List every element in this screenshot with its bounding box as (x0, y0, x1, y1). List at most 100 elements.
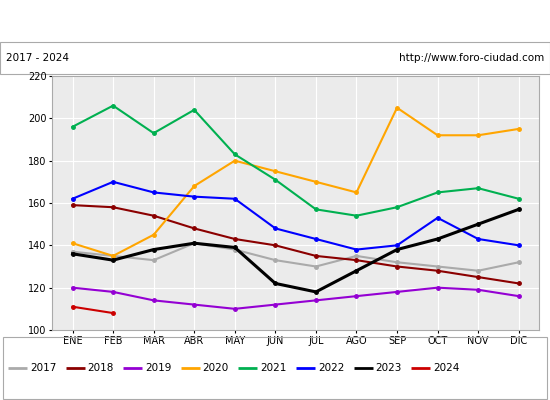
Text: 2017: 2017 (30, 363, 56, 373)
2021 (150, 131, 157, 136)
2021 (69, 124, 76, 129)
2024 (69, 304, 76, 309)
2017 (69, 249, 76, 254)
Text: 2020: 2020 (202, 363, 229, 373)
2019 (475, 287, 481, 292)
2020 (312, 180, 319, 184)
2023 (394, 247, 400, 252)
Text: http://www.foro-ciudad.com: http://www.foro-ciudad.com (399, 53, 544, 63)
2019 (191, 302, 197, 307)
2017 (475, 268, 481, 273)
2023 (272, 281, 279, 286)
2020 (150, 232, 157, 237)
2023 (312, 290, 319, 294)
2021 (110, 103, 117, 108)
2023 (150, 247, 157, 252)
2018 (515, 281, 522, 286)
Text: 2021: 2021 (260, 363, 287, 373)
2020 (515, 126, 522, 131)
2020 (394, 105, 400, 110)
2022 (69, 196, 76, 201)
2018 (150, 213, 157, 218)
2017 (312, 264, 319, 269)
2019 (232, 306, 238, 311)
2021 (232, 152, 238, 157)
2020 (69, 241, 76, 246)
2018 (353, 258, 360, 262)
Line: 2018: 2018 (71, 203, 520, 285)
Line: 2020: 2020 (71, 106, 520, 258)
2022 (475, 236, 481, 241)
2017 (353, 254, 360, 258)
2022 (312, 236, 319, 241)
2023 (515, 207, 522, 212)
2020 (232, 158, 238, 163)
2023 (475, 222, 481, 226)
2023 (191, 241, 197, 246)
Text: 2023: 2023 (375, 363, 402, 373)
2018 (394, 264, 400, 269)
Text: 2017 - 2024: 2017 - 2024 (6, 53, 69, 63)
2023 (353, 268, 360, 273)
2022 (434, 216, 441, 220)
2023 (69, 252, 76, 256)
2021 (272, 177, 279, 182)
2017 (232, 247, 238, 252)
2018 (312, 254, 319, 258)
2018 (69, 203, 76, 208)
2022 (110, 180, 117, 184)
2020 (353, 190, 360, 195)
2017 (150, 258, 157, 262)
2017 (515, 260, 522, 265)
Line: 2017: 2017 (71, 242, 520, 272)
2020 (191, 184, 197, 188)
2018 (110, 205, 117, 210)
2020 (110, 254, 117, 258)
Text: 2024: 2024 (433, 363, 459, 373)
Line: 2024: 2024 (71, 305, 115, 315)
2020 (272, 169, 279, 174)
2021 (434, 190, 441, 195)
Line: 2022: 2022 (71, 180, 520, 251)
2019 (353, 294, 360, 298)
2023 (110, 258, 117, 262)
2017 (434, 264, 441, 269)
2021 (475, 186, 481, 190)
2019 (110, 290, 117, 294)
2022 (191, 194, 197, 199)
2019 (312, 298, 319, 303)
Text: 2022: 2022 (318, 363, 344, 373)
2018 (272, 243, 279, 248)
2019 (394, 290, 400, 294)
2017 (110, 254, 117, 258)
2017 (191, 241, 197, 246)
2022 (515, 243, 522, 248)
2021 (515, 196, 522, 201)
2018 (434, 268, 441, 273)
2022 (353, 247, 360, 252)
2022 (272, 226, 279, 231)
2019 (434, 285, 441, 290)
2018 (232, 236, 238, 241)
2017 (394, 260, 400, 265)
2021 (394, 205, 400, 210)
2019 (515, 294, 522, 298)
2020 (475, 133, 481, 138)
Line: 2023: 2023 (71, 208, 520, 294)
2023 (434, 236, 441, 241)
Line: 2021: 2021 (71, 104, 520, 218)
2017 (272, 258, 279, 262)
2019 (69, 285, 76, 290)
Text: Evolucion del paro registrado en Rosselló: Evolucion del paro registrado en Rossell… (124, 13, 426, 29)
2022 (150, 190, 157, 195)
2019 (150, 298, 157, 303)
2019 (272, 302, 279, 307)
Line: 2019: 2019 (71, 286, 520, 310)
Text: 2018: 2018 (87, 363, 114, 373)
2021 (191, 108, 197, 112)
2023 (232, 245, 238, 250)
2022 (232, 196, 238, 201)
2018 (475, 275, 481, 280)
2021 (312, 207, 319, 212)
2024 (110, 311, 117, 316)
